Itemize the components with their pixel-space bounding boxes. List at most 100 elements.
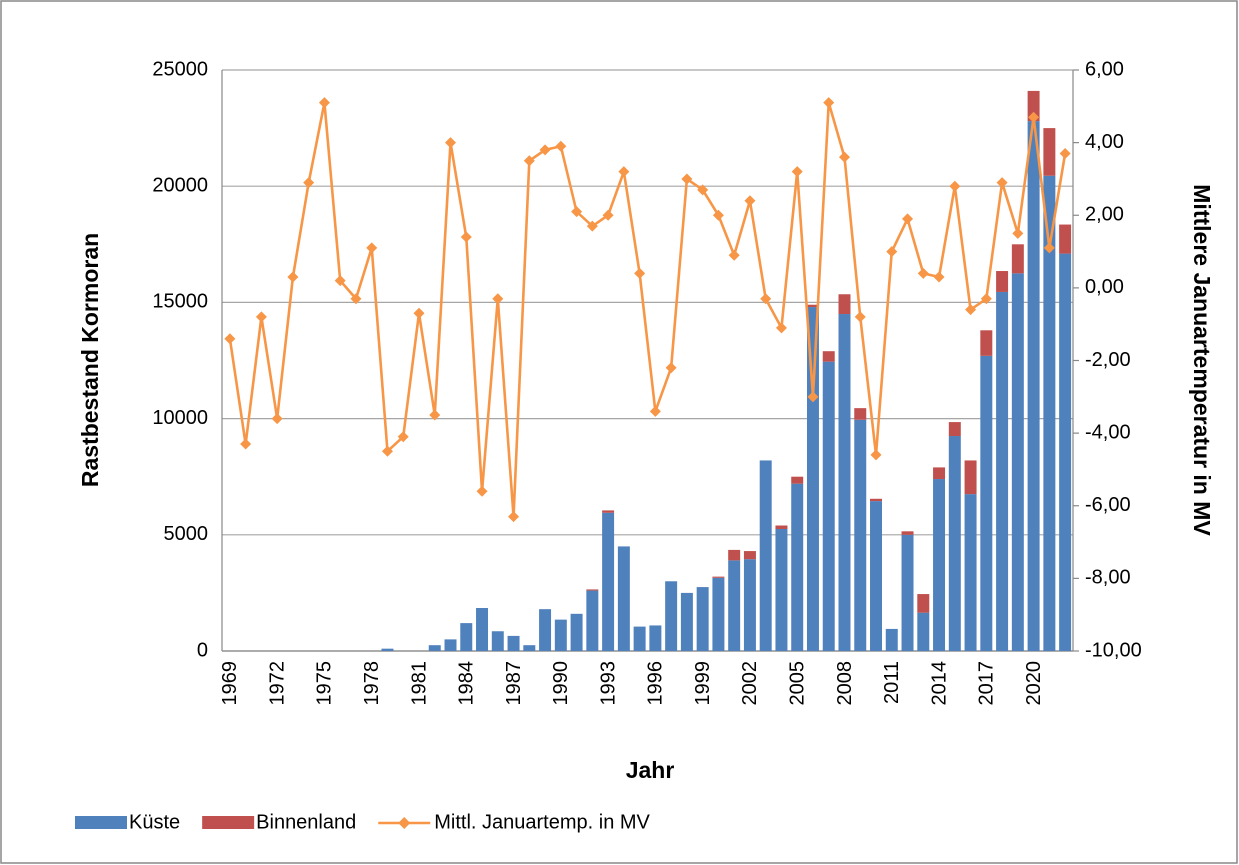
x-tick-label: 1984 xyxy=(456,661,478,706)
legend-label: Mittl. Januartemp. in MV xyxy=(434,811,650,833)
x-tick-label: 1975 xyxy=(314,661,336,706)
bar xyxy=(917,594,930,613)
x-tick-label: 1969 xyxy=(219,661,241,706)
line-marker xyxy=(602,209,614,221)
line-marker xyxy=(445,137,457,149)
x-tick-label: 1999 xyxy=(692,661,714,706)
line-marker xyxy=(271,413,283,425)
bar xyxy=(980,330,993,356)
bar xyxy=(602,510,615,513)
line-marker xyxy=(649,405,661,417)
bar xyxy=(1027,121,1040,652)
x-tick-label: 1993 xyxy=(597,661,619,706)
bar xyxy=(901,531,914,535)
line-marker xyxy=(854,311,866,323)
bar xyxy=(917,612,930,651)
bar xyxy=(444,639,457,651)
y-tick-label: 10000 xyxy=(152,407,208,429)
y2-tick-label: 4,00 xyxy=(1085,131,1124,153)
bar xyxy=(491,631,504,651)
y2-tick-label: -8,00 xyxy=(1085,567,1131,589)
bar xyxy=(964,494,977,651)
y2-tick-label: -4,00 xyxy=(1085,421,1131,443)
line-marker xyxy=(949,180,961,192)
y-tick-label: 5000 xyxy=(164,523,209,545)
bar xyxy=(539,609,552,651)
bar xyxy=(1043,128,1056,176)
line-marker xyxy=(996,177,1008,189)
line-marker xyxy=(586,220,598,232)
bar xyxy=(870,501,882,651)
bar xyxy=(775,525,788,529)
bar xyxy=(1059,253,1072,651)
bar xyxy=(806,304,819,308)
line-marker xyxy=(807,391,819,403)
line-marker xyxy=(381,445,393,457)
legend-label: Binnenland xyxy=(256,811,356,833)
line-marker xyxy=(303,177,315,189)
line-marker xyxy=(838,151,850,163)
bar xyxy=(728,560,741,651)
bar xyxy=(854,419,867,651)
x-tick-label: 2005 xyxy=(786,661,808,706)
line-marker xyxy=(255,311,267,323)
bar xyxy=(838,294,851,315)
bar xyxy=(933,467,946,480)
bar xyxy=(507,635,520,651)
bar xyxy=(712,576,725,578)
bar xyxy=(1027,90,1040,122)
bar xyxy=(476,608,489,651)
line-marker xyxy=(917,267,929,279)
line-marker xyxy=(980,293,992,305)
bar xyxy=(617,546,630,651)
line-marker xyxy=(492,293,504,305)
line-marker xyxy=(571,206,583,218)
bar xyxy=(964,460,977,495)
bar xyxy=(948,436,961,651)
y2-tick-label: 2,00 xyxy=(1085,204,1124,226)
legend-marker xyxy=(398,817,411,829)
line-marker xyxy=(334,275,346,287)
y-axis-title: Rastbestand Kormoran xyxy=(77,233,103,487)
bar xyxy=(885,628,898,651)
line-marker xyxy=(539,144,551,156)
x-tick-label: 1972 xyxy=(266,661,288,706)
bar xyxy=(775,528,788,651)
line-marker xyxy=(760,293,772,305)
line-marker xyxy=(681,173,693,185)
bar xyxy=(791,476,804,484)
bar xyxy=(996,271,1009,292)
line-marker xyxy=(460,231,472,243)
line-marker xyxy=(775,322,787,334)
bar xyxy=(1011,244,1024,274)
bar xyxy=(759,460,772,651)
y2-tick-label: 6,00 xyxy=(1085,58,1124,80)
line-marker xyxy=(870,449,882,461)
bar xyxy=(586,590,599,651)
line-marker xyxy=(318,97,330,109)
line-marker xyxy=(728,249,740,261)
legend-swatch xyxy=(202,816,255,829)
y2-tick-label: -10,00 xyxy=(1085,639,1142,661)
bar xyxy=(980,355,993,651)
bar xyxy=(570,613,583,651)
x-tick-label: 2020 xyxy=(1023,661,1045,706)
line-marker xyxy=(1059,148,1071,160)
line-marker xyxy=(744,195,756,207)
line-marker xyxy=(429,409,441,421)
bar xyxy=(696,587,709,651)
bar xyxy=(870,498,882,502)
line-marker xyxy=(634,267,646,279)
line-marker xyxy=(523,155,535,167)
y-tick-label: 0 xyxy=(197,639,208,661)
x-tick-label: 2011 xyxy=(881,661,903,704)
y-tick-label: 20000 xyxy=(152,174,208,196)
line-marker xyxy=(350,293,362,305)
bar xyxy=(933,479,946,651)
y-tick-label: 25000 xyxy=(152,58,208,80)
line-marker xyxy=(965,304,977,316)
line-marker xyxy=(697,184,709,196)
line-marker xyxy=(555,140,567,152)
y2-axis-title: Mittlere Januartemperatur in MV xyxy=(1189,184,1215,536)
